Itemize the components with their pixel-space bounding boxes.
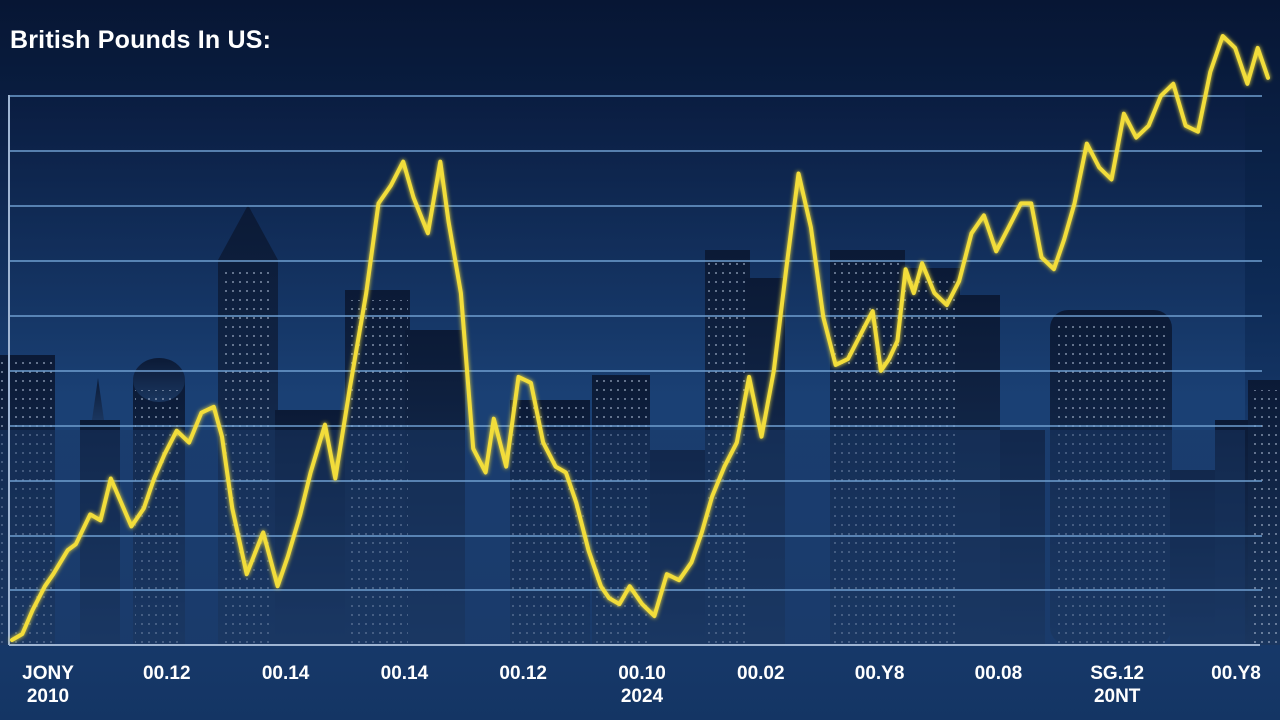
x-tick-label: 00.10 xyxy=(618,663,666,684)
x-tick-label: 00.Y8 xyxy=(855,663,905,684)
x-tick-label: 00.14 xyxy=(381,663,429,684)
x-tick-label: 00.12 xyxy=(143,663,191,684)
x-tick-label: JONY xyxy=(22,663,74,684)
gridlines xyxy=(9,95,1262,591)
x-tick-label: 00.Y8 xyxy=(1211,663,1261,684)
city-skyline-backdrop xyxy=(0,90,1280,645)
series-line xyxy=(10,34,1270,642)
x-tick-sublabel: 2024 xyxy=(621,686,664,707)
x-tick-label: 00.08 xyxy=(975,663,1023,684)
x-tick-label: SG.12 xyxy=(1090,663,1144,684)
series-layer xyxy=(10,34,1270,642)
x-tick-label: 00.02 xyxy=(737,663,785,684)
chart-title: British Pounds In US: xyxy=(10,26,272,54)
x-tick-sublabel: 2010 xyxy=(27,686,69,707)
x-tick-label: 00.14 xyxy=(262,663,310,684)
x-tick-sublabel: 20NT xyxy=(1094,686,1141,707)
x-tick-label: 00.12 xyxy=(499,663,547,684)
